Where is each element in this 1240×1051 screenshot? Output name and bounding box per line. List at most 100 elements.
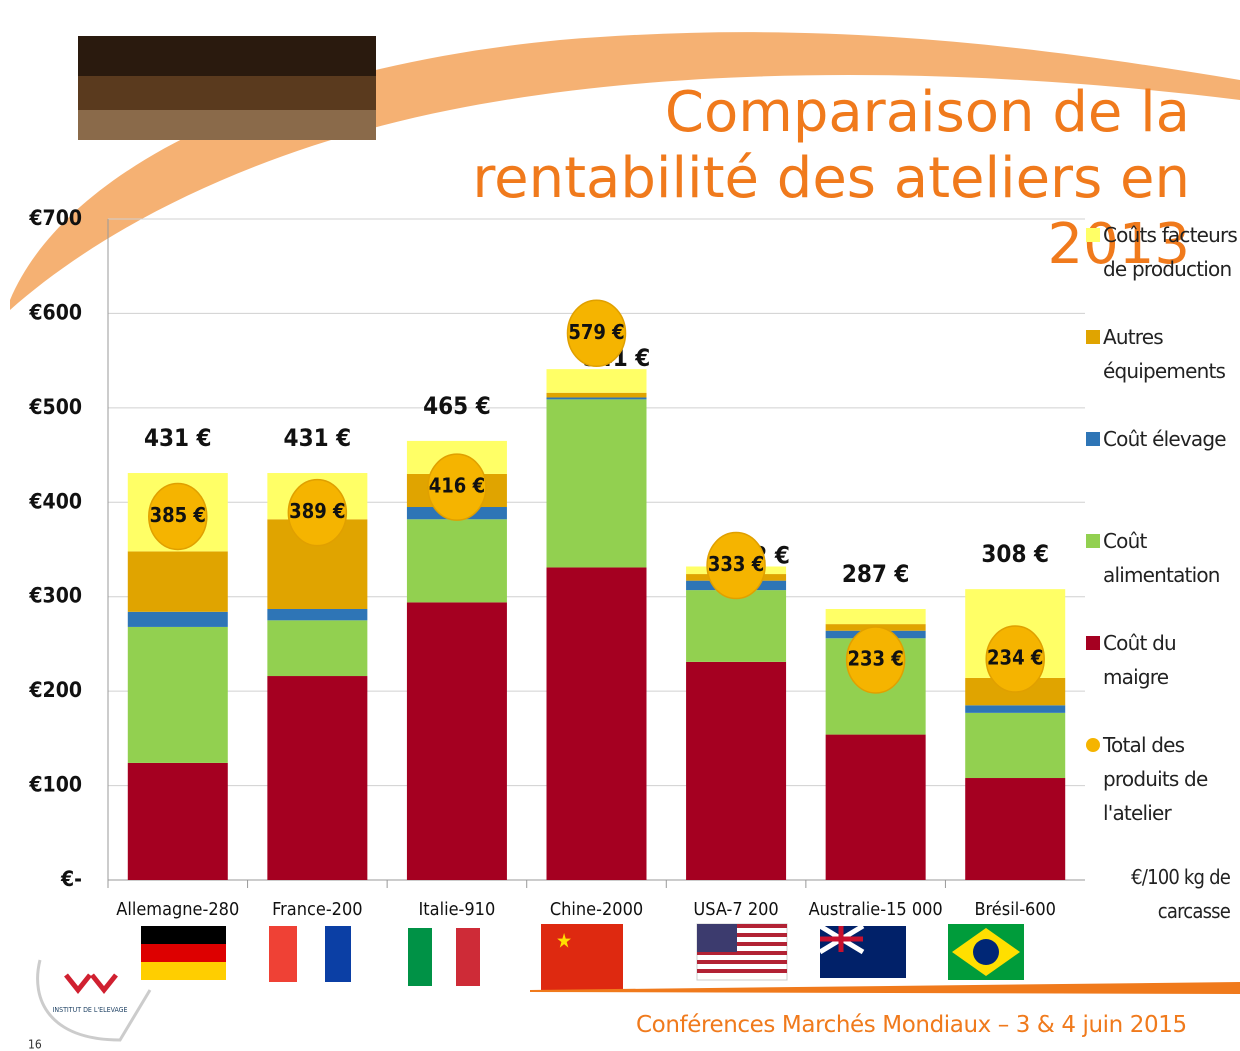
logo-frame <box>36 959 152 1042</box>
legend-label: Autres équipements <box>1103 325 1226 383</box>
product-label: 389 € <box>289 499 345 523</box>
bar-segment <box>546 397 647 400</box>
x-tick-label: France-200 <box>272 899 362 920</box>
flag-star: ★ <box>556 929 572 953</box>
flag-part <box>408 928 432 986</box>
y-tick-label: €200 <box>28 678 82 702</box>
legend-swatch <box>1086 534 1100 548</box>
flag-part <box>141 962 226 980</box>
bar-segment <box>127 626 228 763</box>
bar-segment <box>686 590 787 662</box>
y-tick-label: €500 <box>28 395 82 419</box>
legend-swatch <box>1086 636 1100 650</box>
bar-segment <box>965 705 1066 713</box>
product-dot <box>427 453 487 521</box>
flag-part <box>697 951 787 955</box>
legend-item: Autres équipements <box>1086 320 1240 388</box>
flag-part <box>141 926 226 944</box>
total-label: 308 € <box>981 540 1049 568</box>
flags: ★ <box>141 923 1024 990</box>
bar-segment <box>825 734 926 880</box>
y-tick-label: €100 <box>28 773 82 797</box>
total-label: 465 € <box>423 392 491 420</box>
product-dot <box>845 626 906 694</box>
total-label: 431 € <box>284 424 352 452</box>
total-label: 287 € <box>842 560 910 588</box>
product-dot <box>985 625 1045 693</box>
flag-part <box>697 969 787 973</box>
flag-part <box>456 928 480 986</box>
product-label: 385 € <box>150 503 206 527</box>
photo-fence <box>78 110 376 140</box>
slide-number: 16 <box>28 1038 42 1051</box>
y-tick-label: €300 <box>28 584 82 608</box>
product-label: 233 € <box>847 646 903 670</box>
bar-segment <box>406 602 507 880</box>
y-tick-label: €400 <box>28 489 82 513</box>
legend-item: Coût du maigre <box>1086 626 1240 694</box>
product-label: 579 € <box>568 320 624 344</box>
x-tick-label: USA-7 200 <box>693 899 778 920</box>
bar-segment <box>127 762 228 880</box>
logo-text: INSTITUT DE L'ELEVAGE <box>53 1006 128 1014</box>
legend-label: Coûts facteurs de production <box>1103 223 1238 281</box>
bar-segment <box>686 661 787 880</box>
product-dot <box>287 478 348 547</box>
flag-part <box>697 960 787 964</box>
bar-segment <box>406 519 507 603</box>
legend-swatch <box>1086 330 1100 344</box>
flag-part <box>820 926 863 952</box>
footer: Conférences Marchés Mondiaux – 3 & 4 jui… <box>636 1012 1187 1038</box>
bar-segment <box>965 712 1066 779</box>
bar-segment <box>127 551 228 612</box>
bar-segment <box>965 778 1066 880</box>
chart-title: Comparaison de la rentabilité des atelie… <box>472 80 1190 277</box>
bar-segment <box>267 620 368 677</box>
legend-item: Coût alimentation <box>1086 524 1240 592</box>
x-tick-label: Brésil-600 <box>974 899 1056 920</box>
legend-item: Coût élevage <box>1086 422 1240 456</box>
flag-part <box>697 942 787 946</box>
flag-part <box>697 924 787 928</box>
legend-item: Total des produits de l'atelier <box>1086 728 1240 830</box>
unit-note: €/100 kg de carcasse <box>1131 865 1231 923</box>
footer-line <box>530 982 1240 994</box>
bar-segment <box>127 611 228 627</box>
legend-label: Coût du maigre <box>1103 631 1177 689</box>
bar-segment <box>267 676 368 880</box>
flag-part <box>541 924 623 990</box>
x-tick-label: Allemagne-280 <box>116 899 239 920</box>
product-dot <box>148 482 208 551</box>
total-label: 431 € <box>144 424 212 452</box>
x-tick-label: Chine-2000 <box>550 899 643 920</box>
legend-swatch <box>1086 228 1100 242</box>
legend-label: Total des produits de l'atelier <box>1103 733 1208 825</box>
flag-stripes <box>697 924 787 973</box>
legend-label: Coût alimentation <box>1103 529 1220 587</box>
x-tick-label: Italie-910 <box>419 899 496 920</box>
bar-segment <box>825 608 926 625</box>
flag-part <box>269 926 297 982</box>
y-tick-label: €700 <box>28 206 82 230</box>
product-dot <box>706 531 766 600</box>
y-tick-label: €- <box>60 867 82 891</box>
bar-segment <box>267 608 368 621</box>
product-label: 333 € <box>708 552 764 576</box>
flag-part <box>973 939 999 965</box>
legend-swatch <box>1086 432 1100 446</box>
product-label: 234 € <box>987 646 1043 670</box>
x-tick-label: Australie-15 000 <box>809 899 943 920</box>
legend-label: Coût élevage <box>1103 427 1227 451</box>
photo-shade <box>78 36 376 76</box>
flag-part <box>141 944 226 962</box>
y-tick-label: €600 <box>28 300 82 324</box>
bar-segment <box>546 392 647 398</box>
logo-mark <box>64 973 118 995</box>
product-label: 416 € <box>429 474 485 498</box>
legend-item: Coûts facteurs de production <box>1086 218 1240 286</box>
bar-segment <box>546 369 647 393</box>
flag-part <box>697 924 737 952</box>
bar-segment <box>546 399 647 568</box>
